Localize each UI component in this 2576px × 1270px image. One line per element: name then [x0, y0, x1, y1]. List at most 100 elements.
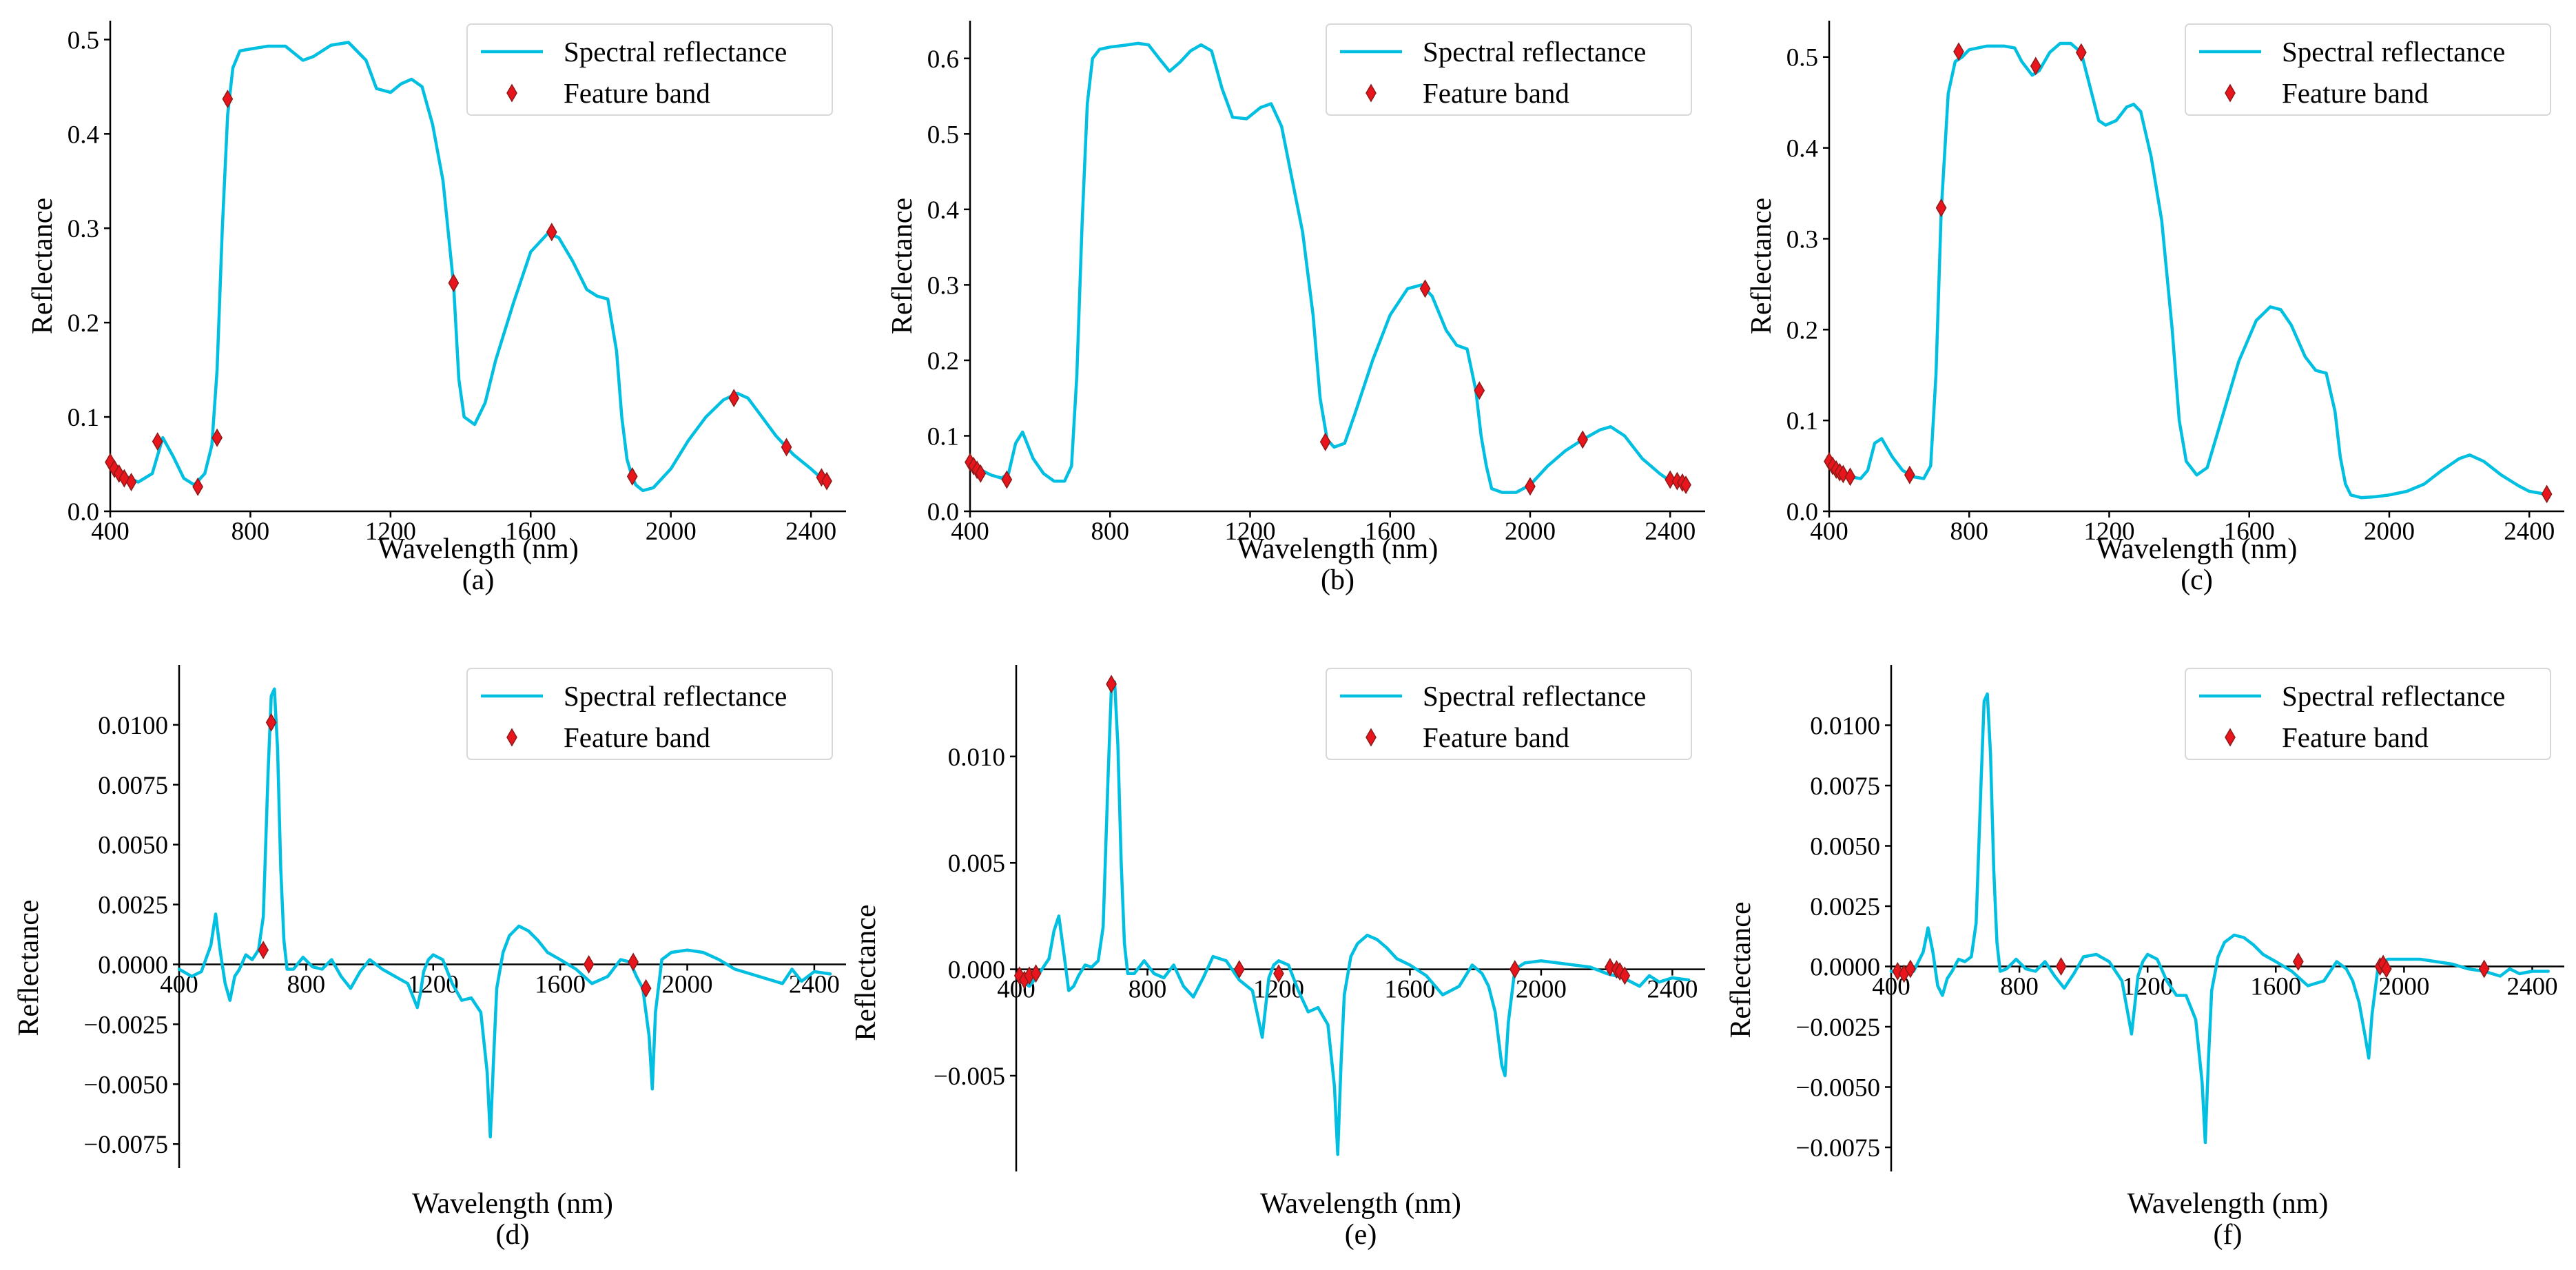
feature-band-marker — [583, 955, 595, 974]
x-axis-label: Wavelength (nm) — [378, 533, 579, 565]
x-tick-label: 800 — [1950, 518, 1988, 546]
x-tick-label: 2000 — [1516, 976, 1567, 1004]
feature-band-marker — [448, 274, 460, 293]
legend-box — [1326, 23, 1692, 116]
feature-band-marker — [640, 979, 652, 998]
feature-band-marker — [1509, 960, 1521, 979]
y-tick-label: 0.0025 — [1810, 893, 1880, 921]
feature-band-marker — [1577, 430, 1589, 449]
legend-label-spectral-reflectance: Spectral reflectance — [2282, 36, 2505, 68]
legend-label-feature-band: Feature band — [564, 721, 710, 753]
chart-panel-b: 400 800 1200 1600 2000 2400 0.0 0.1 0.2 0.3 0.4 0.5… — [887, 21, 1705, 596]
legend-label-feature-band: Feature band — [564, 77, 710, 109]
y-axis-label: Reflectance — [887, 198, 918, 334]
y-tick-label: 0.1 — [927, 422, 959, 451]
feature-band-marker — [1319, 432, 1331, 451]
legend-label-spectral-reflectance: Spectral reflectance — [1423, 36, 1646, 68]
y-tick-label: 0.0025 — [98, 892, 168, 920]
x-tick-label: 1200 — [1224, 518, 1275, 546]
legend-marker-swatch — [506, 728, 517, 747]
y-tick-label: 0.3 — [1786, 225, 1818, 254]
legend-marker-swatch — [2225, 83, 2236, 103]
feature-band-marker — [2292, 952, 2304, 971]
x-tick-label: 2400 — [785, 518, 836, 546]
x-tick-label: 800 — [231, 518, 270, 546]
y-tick-label: 0.2 — [1786, 316, 1818, 345]
y-tick-label: 0.0 — [1786, 498, 1818, 526]
y-tick-label: 0.2 — [927, 347, 959, 376]
feature-band-marker — [1953, 42, 1964, 61]
panel-label: (a) — [462, 564, 495, 596]
legend-marker-swatch — [1366, 728, 1377, 747]
y-axis-label: Reflectance — [1725, 901, 1757, 1038]
feature-band-marker — [546, 223, 557, 242]
feature-band-marker — [1619, 966, 1631, 985]
legend-label-spectral-reflectance: Spectral reflectance — [1423, 680, 1646, 712]
y-tick-label: 0.0 — [927, 498, 959, 526]
panel-label: (b) — [1321, 564, 1354, 596]
y-tick-label: 0.5 — [68, 26, 99, 54]
feature-band-marker — [152, 432, 163, 451]
legend-label-spectral-reflectance: Spectral reflectance — [564, 680, 787, 712]
y-tick-label: 0.010 — [948, 744, 1005, 772]
x-axis-label: Wavelength (nm) — [2127, 1188, 2329, 1220]
y-tick-label: 0.000 — [948, 956, 1005, 985]
legend: Spectral reflectance Feature band — [2185, 668, 2551, 760]
legend-label-feature-band: Feature band — [2282, 77, 2429, 109]
legend-label-feature-band: Feature band — [1423, 77, 1569, 109]
feature-band-marker — [265, 713, 277, 732]
legend-box — [2185, 668, 2551, 760]
x-tick-label: 800 — [1091, 518, 1129, 546]
y-tick-label: 0.0000 — [1810, 954, 1880, 982]
feature-band-marker — [2478, 959, 2490, 979]
feature-band-marker — [1665, 470, 1676, 489]
feature-band-marker — [628, 952, 639, 972]
legend-marker-swatch — [506, 83, 517, 103]
y-tick-label: 0.3 — [927, 272, 959, 300]
legend-marker-swatch — [2225, 728, 2236, 747]
chart-panel-f: 400 800 1200 1600 2000 2400−0.0075−0.0050−0.0… — [1725, 665, 2564, 1251]
series-line-spectral-reflectance — [1889, 692, 2550, 1145]
x-tick-label: 400 — [1810, 518, 1848, 546]
x-axis-label: Wavelength (nm) — [412, 1188, 613, 1220]
panel-label: (c) — [2181, 564, 2213, 596]
x-axis-label: Wavelength (nm) — [1237, 533, 1439, 565]
feature-band-marker — [1419, 279, 1431, 298]
legend: Spectral reflectance Feature band — [1326, 668, 1692, 760]
y-tick-label: 0.0 — [68, 498, 99, 526]
legend-label-spectral-reflectance: Spectral reflectance — [2282, 680, 2505, 712]
y-tick-label: −0.0075 — [1795, 1134, 1880, 1163]
y-tick-label: 0.0000 — [98, 952, 168, 980]
x-tick-label: 800 — [287, 971, 326, 999]
y-tick-label: 0.5 — [927, 121, 959, 149]
feature-band-marker — [258, 941, 269, 960]
feature-band-marker — [1030, 964, 1042, 983]
y-tick-label: −0.0025 — [83, 1011, 168, 1039]
x-tick-label: 1600 — [2224, 518, 2275, 546]
x-tick-label: 800 — [2000, 973, 2039, 1001]
y-tick-label: 0.4 — [68, 121, 99, 149]
y-tick-label: 0.2 — [68, 309, 99, 338]
legend: Spectral reflectance Feature band — [1326, 23, 1692, 116]
legend-box — [466, 668, 833, 760]
feature-band-marker — [212, 428, 223, 447]
chart-panel-a: 400 800 1200 1600 2000 2400 0.0 0.1 0.2 0.3 0.4 0.5… — [27, 21, 846, 596]
legend: Spectral reflectance Feature band — [466, 668, 833, 760]
chart-panel-d: 400 800 1200 1600 2000 2400−0.0075−0.0050−0.0… — [13, 665, 846, 1251]
y-tick-label: 0.0100 — [98, 712, 168, 740]
x-tick-label: 2400 — [2506, 973, 2557, 1001]
x-tick-label: 2000 — [2378, 973, 2429, 1001]
x-tick-label: 1600 — [535, 971, 586, 999]
feature-band-marker — [1680, 475, 1691, 495]
feature-band-marker — [1001, 470, 1013, 489]
legend-marker-swatch — [1366, 83, 1377, 103]
panel-label: (f) — [2214, 1219, 2243, 1251]
feature-band-marker — [1935, 198, 1947, 218]
feature-band-marker — [1844, 467, 1856, 487]
x-tick-label: 1200 — [408, 971, 459, 999]
feature-band-marker — [222, 90, 234, 109]
chart-panel-c: 400 800 1200 1600 2000 2400 0.0 0.1 0.2 0.3 0.4 0.5… — [1746, 21, 2564, 596]
feature-band-marker — [2030, 57, 2041, 76]
series-line-spectral-reflectance — [108, 41, 830, 493]
y-tick-label: 0.005 — [948, 850, 1005, 878]
